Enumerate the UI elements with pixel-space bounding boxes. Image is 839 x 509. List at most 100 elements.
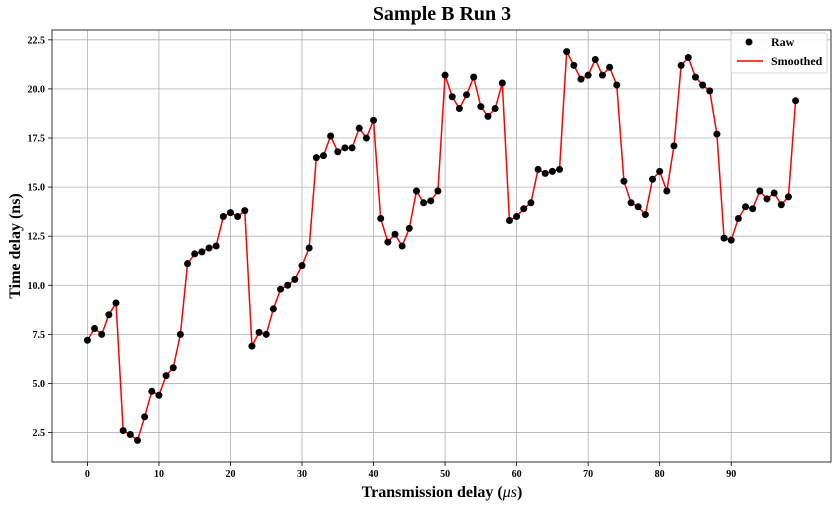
raw-point	[470, 73, 478, 81]
raw-point	[341, 144, 349, 152]
y-tick-label: 15.0	[28, 183, 46, 194]
raw-point	[598, 71, 606, 79]
y-tick-label: 20.0	[28, 84, 46, 95]
raw-point	[505, 216, 513, 224]
raw-point	[742, 203, 750, 211]
raw-point	[649, 175, 657, 183]
raw-point	[241, 207, 249, 215]
grid	[52, 30, 831, 462]
x-tick-label: 90	[726, 469, 736, 480]
raw-point	[749, 205, 757, 213]
raw-point	[570, 61, 578, 69]
raw-point	[405, 224, 413, 232]
legend-box	[730, 32, 828, 74]
x-tick-label: 10	[154, 469, 164, 480]
raw-point	[420, 199, 428, 207]
raw-point	[634, 203, 642, 211]
raw-point	[226, 209, 234, 217]
raw-point	[713, 130, 721, 138]
raw-point	[670, 142, 678, 150]
raw-point	[434, 187, 442, 195]
legend-raw-marker	[745, 38, 753, 46]
raw-point	[441, 71, 449, 79]
raw-point	[298, 262, 306, 270]
raw-point	[319, 152, 327, 160]
raw-point	[720, 234, 728, 242]
raw-point	[348, 144, 356, 152]
y-tick-label: 7.5	[33, 330, 46, 341]
raw-point	[291, 275, 299, 283]
raw-point	[577, 75, 585, 83]
x-tick-label: 20	[225, 469, 235, 480]
x-tick-label: 40	[369, 469, 379, 480]
raw-point	[133, 436, 141, 444]
raw-point	[212, 242, 220, 250]
ticks: 0 10 20 30 40 50 60 70 80 90 2.5 5.0 7.5 10.0 12.5 15.0…	[28, 35, 737, 480]
smoothed-line	[86, 50, 797, 442]
chart-title: Sample B Run 3	[373, 3, 511, 25]
raw-point	[191, 250, 199, 258]
raw-point	[591, 55, 599, 63]
x-axis-label-suffix: )	[517, 484, 522, 501]
raw-point	[176, 330, 184, 338]
raw-point	[162, 372, 170, 380]
raw-point	[205, 244, 213, 252]
raw-point	[477, 103, 485, 111]
raw-point	[763, 195, 771, 203]
raw-point	[520, 205, 528, 213]
y-tick-label: 2.5	[33, 428, 46, 439]
raw-point	[91, 324, 99, 332]
legend-raw-label: Raw	[771, 35, 795, 49]
raw-point	[584, 71, 592, 79]
raw-point	[484, 112, 492, 120]
raw-point	[663, 187, 671, 195]
raw-point	[312, 154, 320, 162]
raw-point	[112, 299, 120, 307]
raw-point	[727, 236, 735, 244]
raw-point	[563, 48, 571, 56]
y-tick-label: 5.0	[33, 379, 46, 390]
x-tick-label: 30	[297, 469, 307, 480]
legend-smoothed-label: Smoothed	[771, 54, 823, 68]
raw-point	[699, 81, 707, 89]
raw-point	[677, 61, 685, 69]
raw-point	[541, 169, 549, 177]
raw-point	[412, 187, 420, 195]
raw-point	[613, 81, 621, 89]
raw-point	[126, 431, 134, 439]
raw-point	[269, 305, 277, 313]
raw-point	[455, 105, 463, 113]
raw-point	[448, 93, 456, 101]
raw-point	[262, 330, 270, 338]
raw-point	[548, 167, 556, 175]
raw-point	[641, 211, 649, 219]
raw-point	[155, 391, 163, 399]
raw-point	[491, 105, 499, 113]
raw-point	[148, 387, 156, 395]
plot-frame	[51, 29, 832, 463]
raw-series	[83, 48, 800, 444]
raw-point	[305, 244, 313, 252]
x-tick-label: 70	[583, 469, 593, 480]
legend: Raw Smoothed	[730, 32, 828, 74]
raw-point	[391, 230, 399, 238]
raw-point	[98, 330, 106, 338]
x-axis-label-unit: μs	[502, 484, 517, 501]
raw-point	[792, 97, 800, 105]
raw-point	[234, 213, 242, 221]
raw-point	[83, 336, 91, 344]
raw-point	[556, 165, 564, 173]
raw-point	[498, 79, 506, 87]
raw-point	[684, 53, 692, 61]
raw-point	[398, 242, 406, 250]
raw-point	[184, 260, 192, 268]
raw-point	[384, 238, 392, 246]
y-tick-label: 10.0	[28, 281, 46, 292]
raw-point	[169, 364, 177, 372]
raw-point	[784, 193, 792, 201]
raw-point	[691, 73, 699, 81]
x-tick-label: 60	[512, 469, 522, 480]
raw-point	[370, 116, 378, 124]
raw-point	[198, 248, 206, 256]
